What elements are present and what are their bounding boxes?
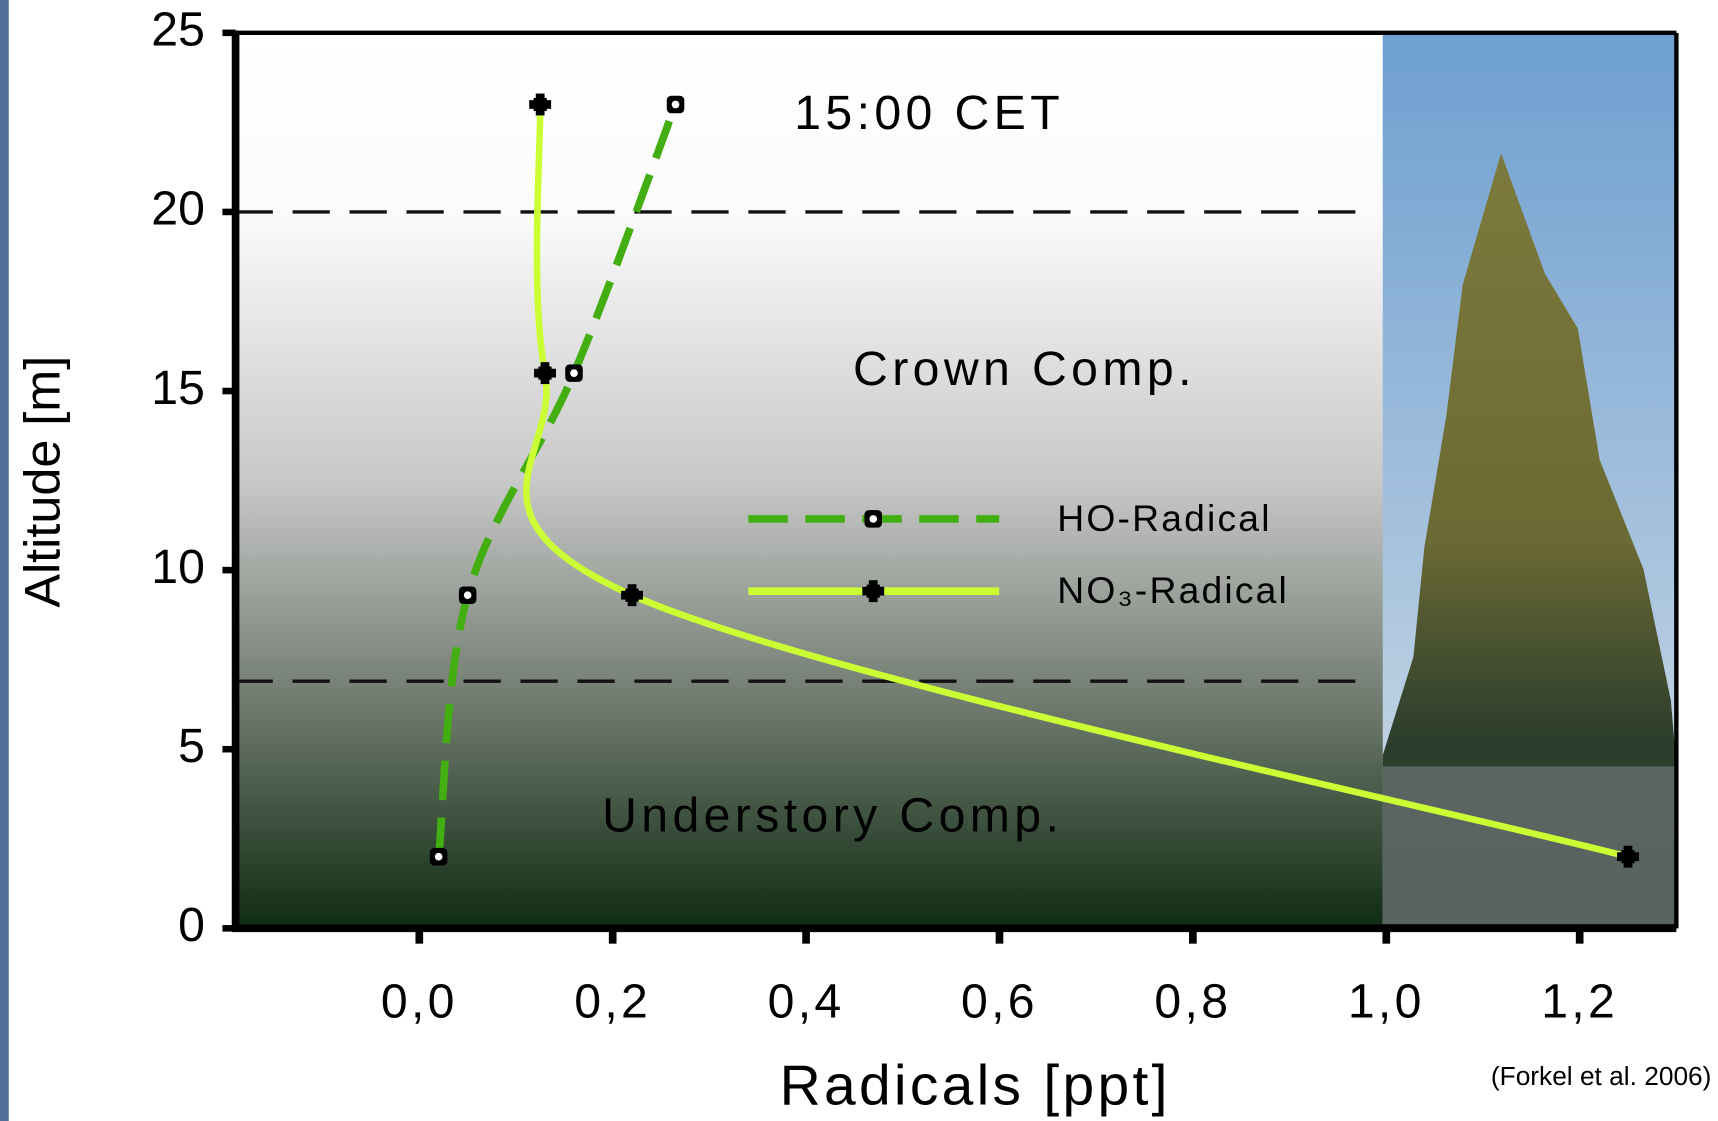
x-axis-label: Radicals [ppt]	[780, 1053, 1171, 1117]
x-tick-label: 0,4	[768, 975, 845, 1029]
y-tick-label: 10	[151, 540, 205, 594]
x-tick-label: 0,2	[574, 975, 651, 1029]
x-tick-label: 1,0	[1348, 975, 1425, 1029]
point	[864, 510, 883, 528]
tree-photo	[1382, 32, 1677, 924]
marker	[538, 366, 552, 380]
tree	[1382, 153, 1677, 924]
marker	[866, 584, 880, 598]
marker-center	[434, 852, 443, 861]
y-axis-label: Altitude [m]	[13, 356, 70, 608]
x-tick-label: 0,6	[961, 975, 1038, 1029]
annotation: Crown Comp.	[853, 342, 1196, 396]
source: (Forkel et al. 2006)	[1491, 1061, 1712, 1091]
point	[565, 364, 583, 382]
x-tick-label: 0,0	[381, 975, 458, 1029]
series-line	[434, 103, 680, 858]
marker-center	[671, 100, 680, 109]
point	[1617, 845, 1639, 868]
y-tick-label: 5	[178, 719, 205, 773]
x-tick-label: 1,2	[1541, 975, 1618, 1029]
point	[534, 362, 556, 385]
legend-label: HO-Radical	[1057, 497, 1271, 539]
y-tick-label: 0	[178, 898, 205, 952]
marker	[533, 97, 547, 112]
marker-center	[463, 591, 472, 600]
point	[666, 95, 685, 114]
y-tick-label: 20	[151, 182, 205, 236]
point	[458, 586, 477, 604]
trunks	[1382, 766, 1677, 924]
marker	[1621, 850, 1635, 864]
series-line	[523, 104, 1629, 860]
side-strip	[0, 0, 9, 1121]
legend-label: NO₃-Radical	[1057, 569, 1289, 611]
point	[529, 93, 552, 116]
y-tick-label: 15	[151, 361, 205, 415]
point	[621, 584, 643, 607]
annotation: 15:00 CET	[794, 86, 1064, 140]
marker-center	[570, 369, 578, 377]
x-tick-label: 0,8	[1154, 975, 1231, 1029]
marker	[625, 588, 639, 602]
y-tick-label: 25	[151, 3, 205, 57]
marker-center	[869, 515, 878, 523]
annotation: Understory Comp.	[602, 789, 1063, 843]
point	[862, 580, 885, 603]
point	[429, 847, 448, 866]
plot: 0 5 10 15 20 25 0,0 0,2 0,4 0,6 0,8 1,0 1,2 HO-Radica…	[151, 3, 1679, 1029]
